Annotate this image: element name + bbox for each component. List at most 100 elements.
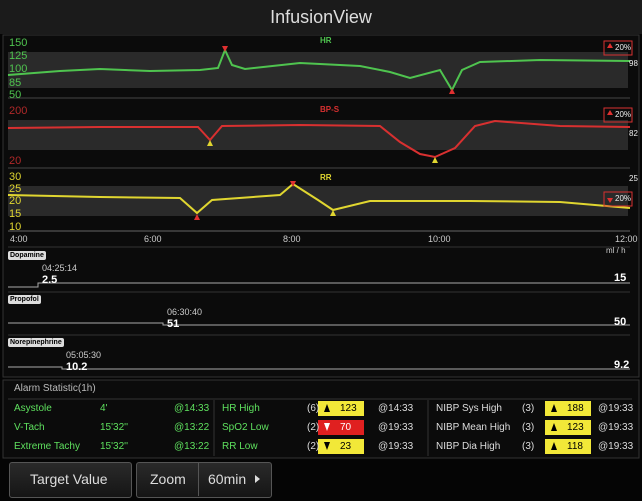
- norepinephrine-rate: [8, 366, 630, 370]
- alarm-name: V-Tach: [14, 422, 45, 433]
- drug-start-rate: 10.2: [66, 361, 88, 373]
- alarm-value: 188: [567, 403, 584, 414]
- axis-label: 200: [9, 105, 28, 117]
- drug-start-rate: 51: [167, 318, 180, 330]
- alarm-time: @13:22: [174, 441, 210, 452]
- unit: ml / h: [606, 246, 626, 255]
- alarm-value-box: [318, 401, 364, 416]
- alarm-time: @13:22: [174, 422, 210, 433]
- time-label: 8:00: [283, 234, 301, 244]
- axis-label: 20: [9, 155, 22, 167]
- alarm-value-box: [545, 420, 591, 435]
- alarm-duration: 15'32'': [100, 441, 128, 452]
- alarm-limit: 20%: [615, 43, 632, 52]
- alarm-count: (2): [307, 422, 320, 433]
- axis-label: 25: [9, 183, 22, 195]
- alarm-value: 23: [340, 441, 352, 452]
- alarm-marker: [432, 157, 438, 163]
- current-value: 25: [629, 174, 638, 183]
- alarm-name: NIBP Dia High: [436, 441, 501, 452]
- drug-name: Dopamine: [8, 251, 46, 260]
- time-label: 4:00: [10, 234, 28, 244]
- alarm-name: HR High: [222, 403, 260, 414]
- alarm-count: (3): [522, 403, 535, 414]
- drug-start-rate: 2.5: [42, 274, 58, 286]
- alarm-value: 123: [567, 422, 584, 433]
- alarm-count: (3): [522, 422, 535, 433]
- alarm-duration: 15'32'': [100, 422, 128, 433]
- alarm-time: @19:33: [598, 403, 634, 414]
- axis-label: 50: [9, 89, 22, 101]
- axis-label: 85: [9, 77, 22, 89]
- alarm-marker: [222, 46, 228, 52]
- alarm-value-box: [545, 401, 591, 416]
- trend-label: HR: [320, 36, 332, 45]
- axis-label: 15: [9, 208, 22, 220]
- arrow-icon: [551, 404, 557, 412]
- current-value: 98: [629, 59, 638, 68]
- alarm-box: [603, 40, 633, 56]
- drug-current-rate: 9.2: [614, 359, 630, 371]
- alarm-time: @14:33: [378, 403, 414, 414]
- alarm-duration: 4': [100, 403, 108, 414]
- arrow-icon: [551, 423, 557, 431]
- arrow-icon: [607, 198, 613, 203]
- button[interactable]: [9, 462, 132, 498]
- trend-label: RR: [320, 173, 332, 182]
- alarm-value-box: [545, 439, 591, 454]
- bp-trace: [7, 119, 631, 159]
- dopamine-rate: [8, 282, 630, 288]
- alarm-time: @14:33: [174, 403, 210, 414]
- time-label: 12:00: [615, 234, 638, 244]
- alarm-marker: [207, 140, 213, 146]
- zoom-range-button[interactable]: 60min: [208, 471, 247, 487]
- alarm-marker: [330, 210, 336, 216]
- axis-label: 100: [9, 63, 28, 75]
- drug-time: 05:05:30: [66, 350, 102, 360]
- alarm-limit: 20%: [615, 194, 632, 203]
- header-bar: [0, 0, 642, 34]
- button[interactable]: [136, 462, 272, 498]
- alarm-title: Alarm Statistic(1h): [14, 383, 96, 394]
- alarm-name: NIBP Mean High: [436, 422, 511, 433]
- zoom-label: Zoom: [150, 471, 186, 487]
- alarm-name: RR Low: [222, 441, 258, 452]
- alarm-limit: 20%: [615, 110, 632, 119]
- alarm-name: SpO2 Low: [222, 422, 269, 433]
- axis-label: 10: [9, 221, 22, 233]
- alarm-name: Asystole: [14, 403, 52, 414]
- axis-label: 150: [9, 37, 28, 49]
- axis-label: 20: [9, 195, 22, 207]
- alarm-count: (6): [307, 403, 320, 414]
- alarm-time: @19:33: [378, 441, 414, 452]
- propofol-rate: [8, 322, 630, 326]
- alarm-time: @19:33: [598, 422, 634, 433]
- hr-trace: [7, 47, 631, 93]
- arrow-icon: [324, 442, 330, 450]
- alarm-time: @19:33: [378, 422, 414, 433]
- title: InfusionView: [270, 7, 372, 27]
- arrow-icon: [551, 442, 557, 450]
- axis-label: 125: [9, 50, 28, 62]
- alarm-marker: [449, 88, 455, 94]
- alarm-marker: [194, 214, 200, 220]
- arrow-icon: [607, 110, 613, 115]
- arrow-icon: [324, 404, 330, 412]
- alarm-marker: [290, 181, 296, 187]
- drug-name: Propofol: [8, 295, 41, 304]
- alarm-box: [603, 107, 633, 123]
- axis-label: 30: [9, 171, 22, 183]
- drug-current-rate: 50: [614, 316, 627, 328]
- alarm-name: NIBP Sys High: [436, 403, 502, 414]
- alarm-value: 70: [340, 422, 352, 433]
- separator: [198, 463, 199, 496]
- alarm-count: (3): [522, 441, 535, 452]
- current-value: 82: [629, 129, 638, 138]
- arrow-icon: [607, 43, 613, 48]
- time-label: 6:00: [144, 234, 162, 244]
- arrow-icon: [324, 423, 330, 431]
- time-label: 10:00: [428, 234, 451, 244]
- target-value-button[interactable]: Target Value: [30, 471, 108, 487]
- drug-name: Norepinephrine: [8, 338, 64, 347]
